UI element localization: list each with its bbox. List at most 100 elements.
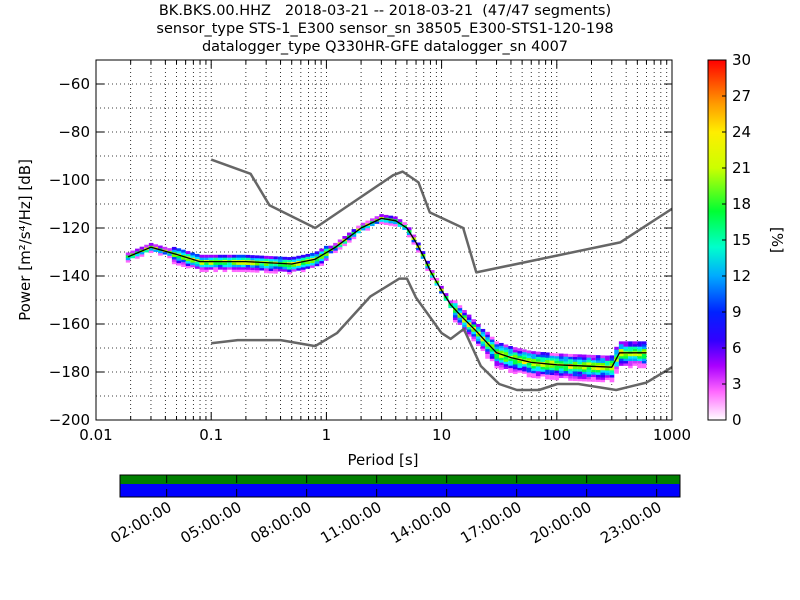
density-cell — [572, 366, 578, 370]
density-cell — [185, 253, 191, 257]
density-cell — [641, 348, 647, 352]
density-cell — [429, 274, 435, 278]
density-cell — [512, 359, 518, 363]
density-cell — [595, 367, 601, 371]
density-cell — [245, 254, 251, 258]
density-cell — [485, 353, 490, 357]
density-cell — [227, 264, 232, 268]
density-cell — [319, 255, 324, 259]
density-cell — [420, 251, 426, 255]
density-cell — [632, 346, 638, 350]
density-cell — [471, 333, 477, 337]
density-cell — [614, 346, 619, 350]
density-cell — [213, 257, 218, 261]
density-cell — [499, 366, 504, 370]
density-cell — [508, 370, 513, 373]
density-cell — [328, 245, 334, 249]
density-cell — [577, 378, 582, 382]
density-cell — [582, 359, 587, 363]
density-cell — [296, 265, 301, 269]
density-cell — [425, 265, 430, 269]
density-cell — [231, 261, 237, 265]
colorbar-tick-label: 27 — [732, 87, 751, 105]
density-cell — [314, 258, 320, 262]
density-cell — [508, 365, 513, 369]
density-cell — [323, 245, 329, 249]
density-cell — [632, 360, 638, 364]
density-cell — [632, 353, 638, 357]
density-cell — [181, 261, 186, 265]
density-cell — [291, 259, 297, 263]
density-cell — [185, 251, 191, 255]
density-cell — [591, 362, 596, 366]
density-cell — [282, 259, 288, 263]
density-cell — [416, 249, 421, 253]
density-cell — [305, 261, 311, 264]
density-cell — [637, 365, 642, 369]
time-tick-label: 05:00:00 — [177, 498, 244, 547]
density-cell — [526, 364, 532, 368]
density-cell — [508, 350, 513, 354]
density-cell — [457, 317, 463, 321]
density-cell — [489, 355, 495, 359]
density-cell — [323, 255, 329, 259]
density-cell — [158, 252, 163, 256]
density-cell — [245, 262, 251, 265]
density-cell — [402, 222, 407, 226]
density-cell — [296, 262, 301, 266]
density-cell — [641, 355, 647, 359]
density-cell — [319, 250, 324, 254]
density-cell — [213, 261, 218, 265]
density-cell — [319, 262, 324, 266]
density-cell — [471, 328, 477, 332]
density-cell — [503, 349, 509, 353]
density-cell — [549, 369, 555, 373]
density-cell — [558, 370, 564, 374]
density-cell — [351, 236, 357, 240]
density-cell — [522, 361, 527, 365]
density-cell — [499, 359, 504, 363]
density-cell — [618, 341, 624, 345]
density-cell — [199, 257, 205, 261]
density-cell — [586, 366, 592, 370]
density-cell — [568, 368, 573, 372]
density-cell — [508, 348, 513, 352]
time-tick-label: 20:00:00 — [527, 498, 594, 547]
noise-model-high-line — [210, 158, 672, 274]
density-cell — [632, 343, 638, 347]
density-cell — [568, 356, 573, 360]
density-cell — [204, 269, 209, 273]
x-tick-label: 0.01 — [79, 426, 112, 444]
density-cell — [259, 262, 265, 266]
density-cell — [489, 348, 495, 352]
density-cell — [476, 326, 481, 330]
density-cell — [296, 267, 301, 271]
y-tick-label: −160 — [49, 315, 90, 333]
density-cell — [148, 250, 154, 254]
density-cell — [568, 353, 573, 357]
density-cell — [254, 255, 260, 259]
density-cell — [609, 374, 615, 378]
density-cell — [563, 353, 569, 357]
density-cell — [190, 252, 195, 256]
density-cell — [181, 256, 186, 260]
x-axis-label: Period [s] — [347, 451, 418, 469]
density-cell — [503, 361, 509, 365]
density-cell — [526, 355, 532, 359]
density-cell — [600, 369, 606, 373]
density-cell — [522, 351, 527, 355]
density-cell — [314, 251, 320, 255]
density-cell — [443, 293, 449, 297]
y-axis-label: Power [m²/s⁴/Hz] [dB] — [16, 159, 34, 321]
density-cell — [489, 353, 495, 357]
density-cell — [130, 255, 136, 259]
title-line-2: sensor_type STS-1_E300 sensor_sn 38505_E… — [156, 21, 614, 37]
density-cell — [287, 264, 292, 268]
density-cell — [623, 353, 629, 357]
density-cell — [632, 358, 638, 362]
density-cell — [554, 374, 559, 378]
density-cell — [365, 220, 371, 224]
density-cell — [300, 257, 306, 261]
colorbar-tick-label: 0 — [732, 411, 742, 429]
density-cell — [185, 260, 191, 264]
